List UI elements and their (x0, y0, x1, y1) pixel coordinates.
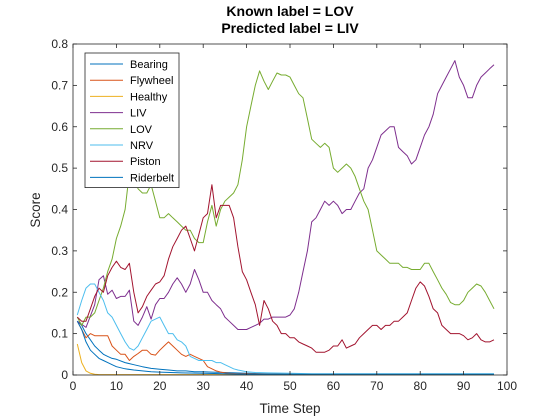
x-tick-label: 100 (497, 379, 517, 393)
legend-entry: Riderbelt (130, 172, 174, 184)
y-tick-label: 0 (61, 368, 68, 382)
chart-subtitle: Predicted label = LIV (221, 20, 359, 36)
y-tick-label: 0.8 (51, 37, 68, 51)
legend-entry: Flywheel (130, 75, 173, 87)
x-axis-label: Time Step (259, 401, 320, 416)
legend-entry: Bearing (130, 59, 168, 71)
chart-title: Known label = LOV (226, 3, 354, 19)
legend-entry: NRV (130, 140, 154, 152)
legend-box (84, 52, 180, 189)
legend-entry: Healthy (130, 91, 168, 103)
x-tick-label: 90 (457, 379, 471, 393)
y-tick-label: 0.7 (51, 78, 68, 92)
y-axis-label: Score (28, 192, 43, 227)
x-tick-label: 10 (110, 379, 124, 393)
y-tick-label: 0.3 (51, 244, 68, 258)
x-tick-label: 20 (153, 379, 167, 393)
x-tick-label: 40 (240, 379, 254, 393)
legend-entry: LOV (130, 124, 153, 136)
y-tick-label: 0.4 (51, 203, 68, 217)
legend-entry: LIV (130, 108, 147, 120)
x-tick-label: 0 (70, 379, 77, 393)
y-tick-label: 0.6 (51, 120, 68, 134)
legend-entry: Piston (130, 156, 161, 168)
series-line-liv (77, 60, 495, 330)
x-tick-label: 60 (327, 379, 341, 393)
x-tick-label: 70 (370, 379, 384, 393)
y-tick-label: 0.1 (51, 327, 68, 341)
series-line-nrv (76, 283, 494, 375)
x-tick-label: 30 (197, 379, 211, 393)
y-tick-label: 0.2 (51, 285, 68, 299)
series-line-lov (76, 70, 495, 326)
y-tick-label: 0.5 (51, 161, 68, 175)
x-tick-label: 80 (414, 379, 428, 393)
legend: Bearing Flywheel Healthy LIV LOV NRV Piston Rid… (84, 52, 180, 189)
x-tick-label: 50 (283, 379, 297, 393)
series-line-piston (76, 184, 495, 353)
